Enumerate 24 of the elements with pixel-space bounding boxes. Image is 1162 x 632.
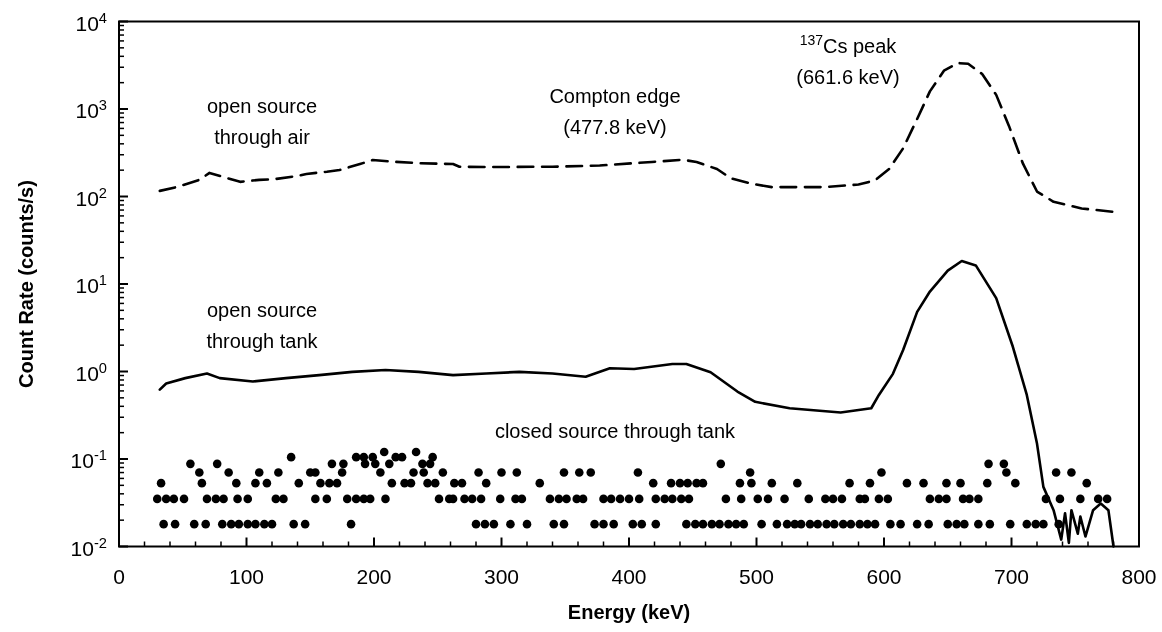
x-axis-title: Energy (keV) (567, 601, 691, 623)
series-label: closed source through tank (494, 420, 737, 442)
x-tick-label: 800 (1121, 564, 1157, 588)
y-tick-label: 10$^{2}$ (75, 184, 107, 210)
annotation: Compton edge (477.8 keV) (549, 85, 681, 138)
x-tick-label: 600 (866, 564, 902, 588)
y-axis-title: Count Rate (counts/s) (15, 180, 37, 388)
series-label: open source through air (206, 95, 318, 148)
x-tick-label: 100 (228, 564, 265, 588)
line-series (158, 61, 1114, 214)
x-tick-label: 700 (993, 564, 1030, 588)
y-tick-label: 10$^{4}$ (75, 9, 107, 35)
y-tick-label: 10$^{3}$ (75, 97, 107, 122)
y-tick-label: 10$^{-2}$ (70, 534, 107, 560)
annotation: $^{137}$Cs peak (661.6 keV) (796, 32, 900, 88)
x-tick-label: 300 (483, 564, 520, 588)
x-tick-label: 500 (738, 564, 775, 588)
x-tick-label: 400 (611, 564, 647, 588)
x-tick-label: 0 (113, 564, 125, 588)
y-tick-label: 10$^{-1}$ (70, 447, 107, 472)
y-tick-label: 10$^{0}$ (75, 359, 107, 385)
y-tick-label: 10$^{1}$ (75, 272, 107, 297)
series-label: open source through tank (206, 299, 319, 352)
x-tick-label: 200 (356, 564, 392, 588)
